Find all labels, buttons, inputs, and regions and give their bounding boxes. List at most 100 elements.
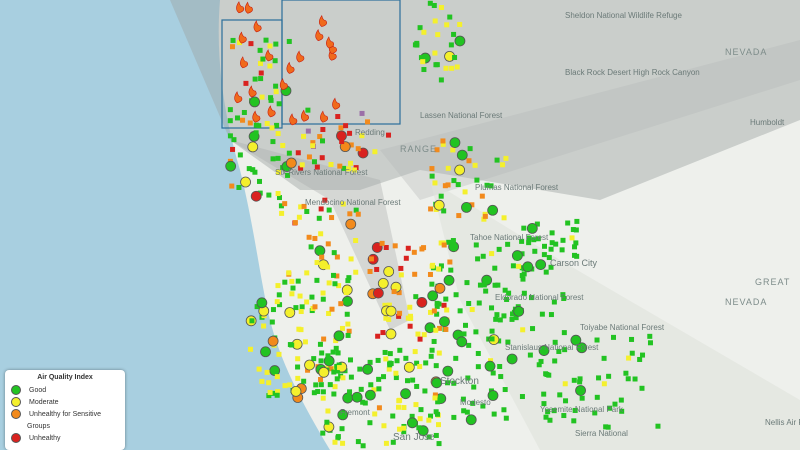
aqi-marker[interactable]: [535, 236, 541, 242]
aqi-marker[interactable]: [360, 399, 366, 405]
aqi-marker[interactable]: [481, 216, 487, 222]
aqi-marker[interactable]: [434, 282, 446, 294]
aqi-marker[interactable]: [446, 367, 452, 373]
aqi-marker[interactable]: [496, 246, 502, 252]
aqi-marker[interactable]: [576, 342, 588, 354]
aqi-marker[interactable]: [570, 227, 576, 233]
aqi-marker[interactable]: [471, 384, 477, 390]
aqi-marker[interactable]: [573, 227, 579, 233]
aqi-marker[interactable]: [484, 182, 490, 188]
aqi-marker[interactable]: [306, 154, 312, 160]
aqi-marker[interactable]: [240, 117, 246, 123]
aqi-marker[interactable]: [376, 386, 382, 392]
aqi-marker[interactable]: [433, 62, 439, 68]
aqi-marker[interactable]: [257, 60, 263, 66]
aqi-marker[interactable]: [252, 76, 258, 82]
aqi-marker[interactable]: [548, 264, 554, 270]
aqi-marker[interactable]: [347, 357, 353, 363]
aqi-marker[interactable]: [371, 387, 377, 393]
aqi-marker[interactable]: [237, 152, 243, 158]
aqi-marker[interactable]: [421, 332, 427, 338]
aqi-marker[interactable]: [379, 240, 385, 246]
aqi-marker[interactable]: [267, 43, 273, 49]
aqi-marker[interactable]: [310, 143, 316, 149]
aqi-marker[interactable]: [455, 182, 461, 188]
aqi-marker[interactable]: [381, 423, 387, 429]
aqi-marker[interactable]: [311, 159, 317, 165]
aqi-marker[interactable]: [385, 328, 397, 340]
aqi-marker[interactable]: [392, 243, 398, 249]
aqi-marker[interactable]: [469, 307, 475, 313]
aqi-marker[interactable]: [304, 208, 310, 214]
aqi-marker[interactable]: [339, 141, 351, 153]
aqi-marker[interactable]: [397, 426, 403, 432]
aqi-marker[interactable]: [498, 374, 504, 380]
aqi-marker[interactable]: [492, 282, 498, 288]
aqi-marker[interactable]: [543, 269, 549, 275]
aqi-marker[interactable]: [337, 365, 343, 371]
aqi-marker[interactable]: [461, 201, 472, 213]
aqi-marker[interactable]: [229, 183, 235, 189]
aqi-marker[interactable]: [530, 326, 536, 332]
fire-icon[interactable]: [240, 56, 248, 69]
aqi-marker[interactable]: [519, 265, 525, 271]
aqi-marker[interactable]: [487, 204, 499, 216]
aqi-marker[interactable]: [436, 350, 442, 356]
aqi-marker[interactable]: [318, 358, 324, 364]
fire-icon[interactable]: [286, 61, 295, 74]
aqi-marker[interactable]: [372, 149, 378, 155]
aqi-marker[interactable]: [429, 263, 435, 269]
aqi-marker[interactable]: [473, 242, 479, 248]
aqi-marker[interactable]: [269, 365, 281, 376]
aqi-marker[interactable]: [249, 96, 261, 108]
aqi-marker[interactable]: [465, 375, 471, 381]
aqi-marker[interactable]: [447, 259, 453, 265]
aqi-marker[interactable]: [494, 157, 500, 163]
aqi-marker[interactable]: [333, 345, 339, 351]
aqi-marker[interactable]: [268, 97, 274, 103]
aqi-marker[interactable]: [435, 399, 441, 405]
aqi-marker[interactable]: [345, 218, 357, 230]
aqi-marker[interactable]: [383, 245, 389, 251]
aqi-marker[interactable]: [314, 277, 320, 283]
aqi-marker[interactable]: [541, 391, 547, 397]
aqi-marker[interactable]: [380, 330, 386, 336]
aqi-marker[interactable]: [254, 304, 260, 310]
aqi-marker[interactable]: [480, 403, 486, 409]
aqi-marker[interactable]: [562, 347, 568, 353]
aqi-marker[interactable]: [413, 402, 419, 408]
aqi-marker[interactable]: [345, 278, 351, 284]
aqi-marker[interactable]: [625, 376, 631, 382]
aqi-marker[interactable]: [340, 201, 346, 207]
aqi-marker[interactable]: [318, 206, 324, 212]
aqi-marker[interactable]: [355, 211, 361, 217]
aqi-marker[interactable]: [637, 356, 643, 362]
aqi-marker[interactable]: [561, 330, 567, 336]
aqi-marker[interactable]: [403, 355, 409, 361]
aqi-marker[interactable]: [332, 384, 338, 390]
aqi-marker[interactable]: [367, 268, 373, 274]
aqi-marker[interactable]: [526, 240, 532, 246]
aqi-marker[interactable]: [308, 244, 314, 250]
aqi-marker[interactable]: [594, 337, 600, 343]
fire-icon[interactable]: [279, 78, 288, 91]
aqi-marker[interactable]: [273, 89, 279, 95]
aqi-marker[interactable]: [434, 411, 440, 417]
aqi-marker[interactable]: [273, 83, 279, 89]
aqi-marker[interactable]: [236, 184, 242, 190]
fire-icon[interactable]: [238, 31, 247, 44]
aqi-marker[interactable]: [312, 235, 318, 241]
aqi-marker[interactable]: [293, 305, 299, 311]
aqi-marker[interactable]: [448, 42, 454, 48]
aqi-marker[interactable]: [246, 166, 252, 172]
aqi-marker[interactable]: [305, 128, 311, 134]
aqi-marker[interactable]: [452, 54, 458, 60]
aqi-marker[interactable]: [418, 407, 424, 413]
aqi-marker[interactable]: [513, 305, 525, 317]
aqi-marker[interactable]: [298, 309, 304, 315]
aqi-marker[interactable]: [273, 41, 279, 47]
aqi-marker[interactable]: [240, 176, 251, 188]
aqi-marker[interactable]: [538, 345, 550, 356]
aqi-marker[interactable]: [428, 353, 434, 359]
aqi-marker[interactable]: [422, 388, 428, 394]
